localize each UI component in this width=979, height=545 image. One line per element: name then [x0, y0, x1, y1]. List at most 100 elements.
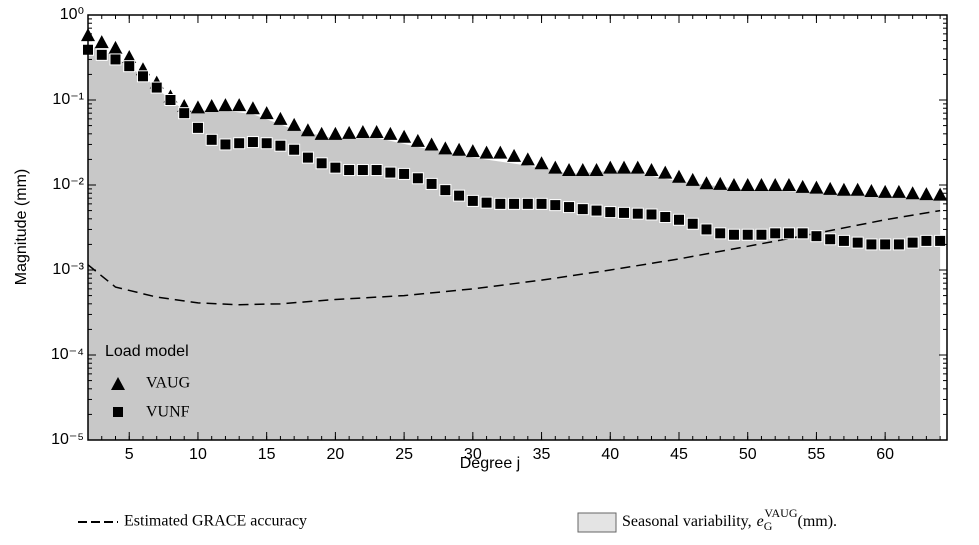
triangle-marker — [493, 145, 508, 159]
plot-frame — [87, 14, 948, 441]
x-tick-label: 50 — [739, 446, 757, 463]
triangle-marker — [699, 176, 714, 190]
square-marker — [618, 206, 631, 219]
square-marker — [411, 172, 424, 185]
y-tick-label: 10⁻⁵ — [51, 431, 84, 448]
x-tick-label: 30 — [464, 446, 482, 463]
triangle-marker — [603, 160, 618, 174]
triangle-marker — [218, 98, 233, 112]
square-marker — [219, 138, 232, 151]
triangle-marker — [190, 100, 205, 114]
x-tick-label: 5 — [125, 446, 134, 463]
square-marker — [796, 227, 809, 240]
triangle-marker — [809, 180, 824, 194]
square-marker — [906, 236, 919, 249]
triangle-marker — [891, 184, 906, 198]
square-marker — [109, 53, 122, 66]
x-tick-label: 55 — [808, 446, 826, 463]
square-marker — [576, 203, 589, 216]
legend-box — [577, 512, 617, 533]
triangle-marker — [122, 50, 137, 64]
triangle-marker — [287, 117, 302, 131]
triangle-marker — [726, 178, 741, 191]
square-marker — [672, 213, 685, 226]
triangle-marker — [245, 101, 260, 115]
triangle-marker — [644, 163, 659, 177]
triangle-marker — [768, 178, 783, 191]
triangle-marker — [795, 179, 810, 193]
square-marker — [246, 136, 259, 149]
y-tick-label: 10⁻⁴ — [51, 346, 84, 363]
square-marker — [453, 189, 466, 202]
square-marker — [315, 157, 328, 170]
x-tick-label: 25 — [395, 446, 413, 463]
plot-area — [81, 28, 948, 441]
square-marker — [631, 207, 644, 220]
square-marker — [686, 217, 699, 230]
y-tick-label: 10⁻³ — [52, 261, 84, 278]
square-marker — [274, 139, 287, 152]
square-marker — [755, 228, 768, 241]
legend-label-part: (mm). — [798, 513, 838, 530]
square-marker — [892, 238, 905, 251]
triangle-marker — [630, 160, 645, 174]
square-marker — [714, 227, 727, 240]
y-tick-label: 10⁰ — [60, 6, 84, 23]
square-marker — [95, 48, 108, 61]
triangle-marker — [836, 182, 851, 196]
square-marker — [343, 164, 356, 177]
square-marker — [398, 167, 411, 180]
square-marker — [934, 234, 947, 247]
triangle-marker — [342, 125, 357, 139]
legend-square — [113, 407, 123, 417]
square-marker — [865, 238, 878, 251]
triangle-marker — [740, 178, 755, 191]
legend-label: Estimated GRACE accuracy — [124, 513, 307, 530]
square-marker — [288, 143, 301, 156]
triangle-marker — [300, 123, 315, 137]
square-marker — [370, 164, 383, 177]
triangle-marker — [438, 141, 453, 155]
square-marker — [879, 238, 892, 251]
square-marker — [439, 184, 452, 197]
triangle-marker — [713, 176, 728, 190]
square-marker — [604, 206, 617, 219]
square-marker — [741, 228, 754, 241]
triangle-marker — [94, 35, 109, 49]
triangle-marker — [259, 106, 274, 120]
triangle-marker — [507, 148, 522, 162]
square-marker — [425, 177, 438, 190]
triangle-marker — [397, 129, 412, 143]
square-marker — [508, 197, 521, 210]
square-marker — [521, 197, 534, 210]
square-marker — [727, 228, 740, 241]
triangle-marker — [617, 160, 632, 174]
square-marker — [178, 107, 191, 120]
triangle-marker — [823, 181, 838, 195]
square-marker — [700, 223, 713, 236]
triangle-marker — [575, 163, 590, 177]
triangle-marker — [520, 152, 535, 166]
triangle-marker — [479, 145, 494, 159]
triangle-marker — [328, 126, 343, 140]
triangle-marker — [905, 186, 920, 200]
triangle-marker — [562, 163, 577, 177]
legend-label-part: Seasonal variability, — [622, 513, 752, 530]
square-marker — [301, 151, 314, 164]
square-marker — [466, 194, 479, 207]
y-tick-label: 10⁻¹ — [52, 91, 84, 108]
square-marker — [563, 201, 576, 214]
triangle-marker — [685, 172, 700, 186]
square-marker — [233, 137, 246, 150]
legend-triangle — [111, 377, 125, 390]
x-tick-label: 40 — [601, 446, 619, 463]
square-marker — [659, 211, 672, 224]
square-marker — [920, 234, 933, 247]
triangle-marker — [314, 126, 329, 140]
square-marker — [191, 121, 204, 134]
triangle-marker — [933, 187, 948, 201]
triangle-marker — [919, 187, 934, 201]
legend-label-part: G — [764, 519, 773, 533]
square-marker — [535, 197, 548, 210]
square-marker — [260, 137, 273, 150]
